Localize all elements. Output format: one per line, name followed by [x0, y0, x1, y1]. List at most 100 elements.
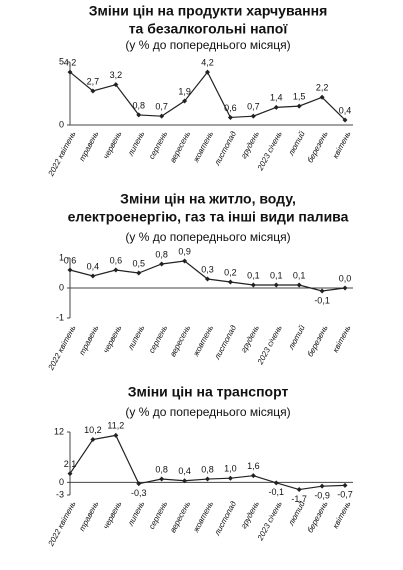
data-point: [90, 437, 96, 443]
data-point: [342, 117, 348, 123]
data-point: [273, 480, 279, 486]
data-point: [136, 481, 142, 487]
y-tick-label: 12: [54, 426, 64, 436]
x-tick-label: грудень: [239, 130, 261, 160]
data-label: 11,2: [107, 421, 124, 431]
x-tick-label: жовтень: [191, 130, 215, 165]
data-point: [250, 282, 256, 288]
data-point: [182, 258, 188, 264]
y-tick-label: 0: [59, 119, 64, 129]
data-point: [136, 112, 142, 118]
data-label: 0,9: [178, 246, 191, 256]
chart-title: Зміни цін на транспорт: [128, 384, 289, 400]
data-point: [227, 114, 233, 120]
data-point: [273, 282, 279, 288]
chart-title: електроенергію, газ та інші види палива: [68, 209, 349, 225]
data-label: -1,7: [291, 494, 307, 504]
data-label: 4,2: [201, 57, 214, 67]
y-tick-label: -3: [56, 489, 64, 499]
data-label: 2,7: [87, 76, 100, 86]
data-label: 0,5: [132, 258, 145, 268]
data-point: [227, 475, 233, 481]
chart-title: Зміни цін на продукти харчування: [89, 3, 328, 19]
data-point: [273, 104, 279, 110]
data-point: [205, 276, 210, 282]
data-point: [342, 285, 348, 291]
data-label: 0,8: [155, 249, 168, 259]
data-label: -0,7: [337, 490, 353, 500]
data-point: [113, 432, 119, 438]
x-tick-label: березень: [306, 324, 330, 359]
data-point: [205, 476, 210, 482]
data-point: [296, 487, 302, 493]
x-tick-label: березень: [306, 130, 330, 165]
data-label: 0,3: [201, 264, 214, 274]
data-label: 0,6: [110, 255, 123, 265]
x-tick-label: вересень: [168, 130, 192, 165]
data-label: 3,2: [110, 70, 123, 80]
data-point: [113, 82, 119, 88]
y-tick-label: 0: [59, 282, 64, 292]
data-point: [113, 267, 119, 273]
y-tick-label: -1: [56, 312, 64, 322]
data-point: [319, 483, 325, 489]
data-point: [67, 471, 73, 477]
x-tick-label: жовтень: [191, 324, 215, 359]
data-point: [296, 282, 302, 288]
data-point: [159, 113, 165, 119]
chart-subtitle: (у % до попереднього місяця): [125, 38, 290, 52]
data-label: 0,6: [224, 103, 237, 113]
x-tick-label: 2022 квітень: [46, 130, 78, 179]
chart-subtitle: (у % до попереднього місяця): [125, 230, 290, 244]
data-label: 0,8: [155, 464, 168, 474]
x-tick-label: вересень: [168, 500, 192, 535]
data-label: 2,1: [64, 459, 77, 469]
x-tick-label: квітень: [331, 324, 353, 354]
data-point: [296, 103, 302, 109]
x-tick-label: липень: [126, 324, 147, 352]
data-point: [159, 476, 165, 482]
x-tick-label: травень: [77, 130, 100, 163]
chart-title: Зміни цін на житло, воду,: [120, 191, 296, 207]
x-tick-label: травень: [77, 500, 100, 533]
y-tick-label: 0: [59, 477, 64, 487]
x-tick-label: лютий: [286, 499, 307, 528]
data-point: [182, 478, 188, 484]
x-tick-label: жовтень: [191, 500, 215, 535]
data-label: 0,6: [64, 255, 77, 265]
data-point: [227, 279, 233, 285]
x-tick-label: серпень: [147, 500, 169, 531]
data-label: 0,8: [201, 464, 214, 474]
chart-subtitle: (у % до попереднього місяця): [125, 405, 290, 419]
data-point: [250, 113, 256, 119]
x-tick-label: листопад: [212, 129, 238, 168]
data-point: [159, 261, 165, 267]
data-label: 0,4: [339, 105, 352, 115]
x-tick-label: листопад: [212, 323, 238, 362]
data-label: 0,1: [247, 270, 260, 280]
x-tick-label: серпень: [147, 324, 169, 355]
data-label: 1,6: [247, 461, 260, 471]
data-point: [90, 88, 96, 94]
y-tick-label: 5: [59, 56, 64, 66]
data-label: 1,4: [270, 93, 283, 103]
data-label: 0,1: [270, 270, 283, 280]
data-label: 0,8: [132, 100, 145, 110]
x-tick-label: квітень: [331, 500, 353, 530]
data-label: -0,1: [314, 295, 330, 305]
data-point: [319, 288, 325, 294]
x-tick-label: грудень: [239, 324, 261, 354]
x-tick-label: лютий: [286, 323, 307, 352]
x-tick-label: 2022 квітень: [46, 324, 78, 373]
x-tick-label: березень: [306, 500, 330, 535]
data-label: -0,3: [131, 488, 147, 498]
x-tick-label: червень: [101, 500, 123, 531]
data-label: -0,9: [314, 491, 330, 501]
x-tick-label: травень: [77, 324, 100, 357]
data-point: [67, 69, 73, 75]
x-tick-label: листопад: [212, 499, 238, 538]
data-label: 4,2: [64, 57, 77, 67]
data-point: [90, 273, 96, 279]
data-point: [250, 473, 256, 479]
